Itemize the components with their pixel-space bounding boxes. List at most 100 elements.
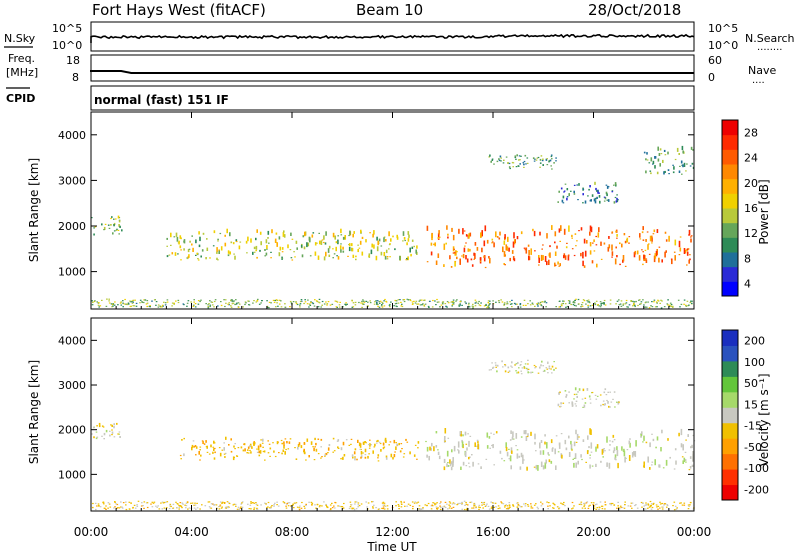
range-cell: [680, 160, 683, 164]
range-cell: [568, 302, 571, 304]
freq-left-tick-bottom: 8: [72, 71, 79, 84]
range-cell: [368, 255, 370, 257]
range-cell: [224, 234, 226, 237]
range-cell: [646, 159, 649, 161]
range-cell: [645, 504, 648, 506]
range-cell: [692, 149, 694, 151]
range-cell: [588, 505, 590, 507]
range-cell: [278, 252, 281, 254]
range-cell: [146, 300, 149, 302]
range-cell: [449, 255, 451, 260]
range-cell: [479, 305, 482, 307]
range-cell: [343, 454, 346, 457]
range-cell: [513, 232, 515, 239]
range-cell: [362, 441, 365, 445]
range-cell: [520, 364, 522, 366]
range-cell: [506, 246, 509, 251]
range-cell: [485, 458, 488, 460]
range-cell: [692, 434, 695, 437]
range-cell: [442, 301, 444, 303]
range-cell: [666, 504, 669, 506]
range-cell: [330, 508, 332, 510]
range-cell: [256, 229, 258, 233]
range-cell: [642, 263, 644, 266]
range-cell: [690, 446, 692, 449]
range-cell: [675, 508, 678, 510]
range-cell: [348, 507, 351, 509]
range-cell: [403, 299, 406, 301]
range-cell: [575, 429, 577, 435]
range-cell: [518, 159, 520, 161]
range-cell: [617, 501, 619, 503]
range-cell: [521, 367, 524, 369]
range-cell: [386, 256, 389, 258]
range-cell: [302, 235, 305, 238]
range-cell: [630, 300, 632, 302]
scatter-region: [91, 215, 123, 236]
range-cell: [514, 303, 517, 305]
range-cell: [584, 250, 587, 257]
colorbar-tick-label: -15: [744, 420, 762, 433]
range-cell: [400, 443, 403, 445]
colorbar-segment: [722, 376, 738, 393]
range-cell: [384, 437, 387, 440]
range-cell: [365, 239, 367, 243]
range-cell: [102, 426, 105, 428]
x-axis-label: Time UT: [366, 540, 417, 554]
range-cell: [261, 442, 264, 444]
range-cell: [444, 303, 447, 305]
range-cell: [582, 299, 585, 301]
range-cell: [604, 508, 606, 510]
range-cell: [413, 502, 416, 504]
range-cell: [299, 304, 301, 306]
range-cell: [549, 252, 551, 258]
range-cell: [290, 302, 293, 304]
range-cell: [268, 242, 270, 244]
range-cell: [621, 446, 623, 451]
range-cell: [436, 502, 438, 504]
range-cell: [620, 300, 623, 302]
range-cell: [444, 436, 446, 440]
range-cell: [555, 367, 557, 369]
range-cell: [573, 193, 576, 195]
range-cell: [435, 260, 438, 265]
range-cell: [111, 429, 113, 431]
range-cell: [462, 228, 464, 235]
range-cell: [451, 449, 453, 453]
range-cell: [508, 502, 511, 504]
range-cell: [433, 502, 436, 504]
range-cell: [105, 508, 107, 510]
range-cell: [153, 299, 156, 301]
range-cell: [527, 359, 529, 361]
freq-left-tick-top: 18: [66, 54, 80, 67]
range-cell: [500, 157, 502, 159]
range-cell: [644, 306, 647, 308]
range-cell: [121, 506, 123, 508]
range-cell: [303, 451, 306, 453]
range-cell: [683, 504, 686, 506]
range-cell: [542, 465, 545, 470]
range-cell: [481, 247, 483, 253]
range-cell: [110, 303, 113, 305]
range-cell: [290, 257, 293, 259]
range-cell: [119, 436, 121, 438]
range-cell: [488, 369, 491, 371]
range-cell: [217, 238, 219, 241]
range-cell: [122, 300, 124, 302]
range-cell: [382, 442, 385, 446]
x-tick-label: 08:00: [275, 525, 310, 539]
range-cell: [273, 450, 275, 453]
range-cell: [479, 257, 482, 264]
range-cell: [92, 502, 94, 505]
range-cell: [381, 507, 383, 509]
range-cell: [507, 162, 509, 164]
range-cell: [511, 306, 513, 308]
range-cell: [186, 305, 188, 307]
range-cell: [651, 461, 654, 463]
range-cell: [515, 363, 518, 365]
range-cell: [575, 400, 578, 402]
range-cell: [383, 305, 386, 307]
range-cell: [314, 446, 316, 448]
range-cell: [364, 448, 367, 453]
range-cell: [488, 156, 490, 158]
